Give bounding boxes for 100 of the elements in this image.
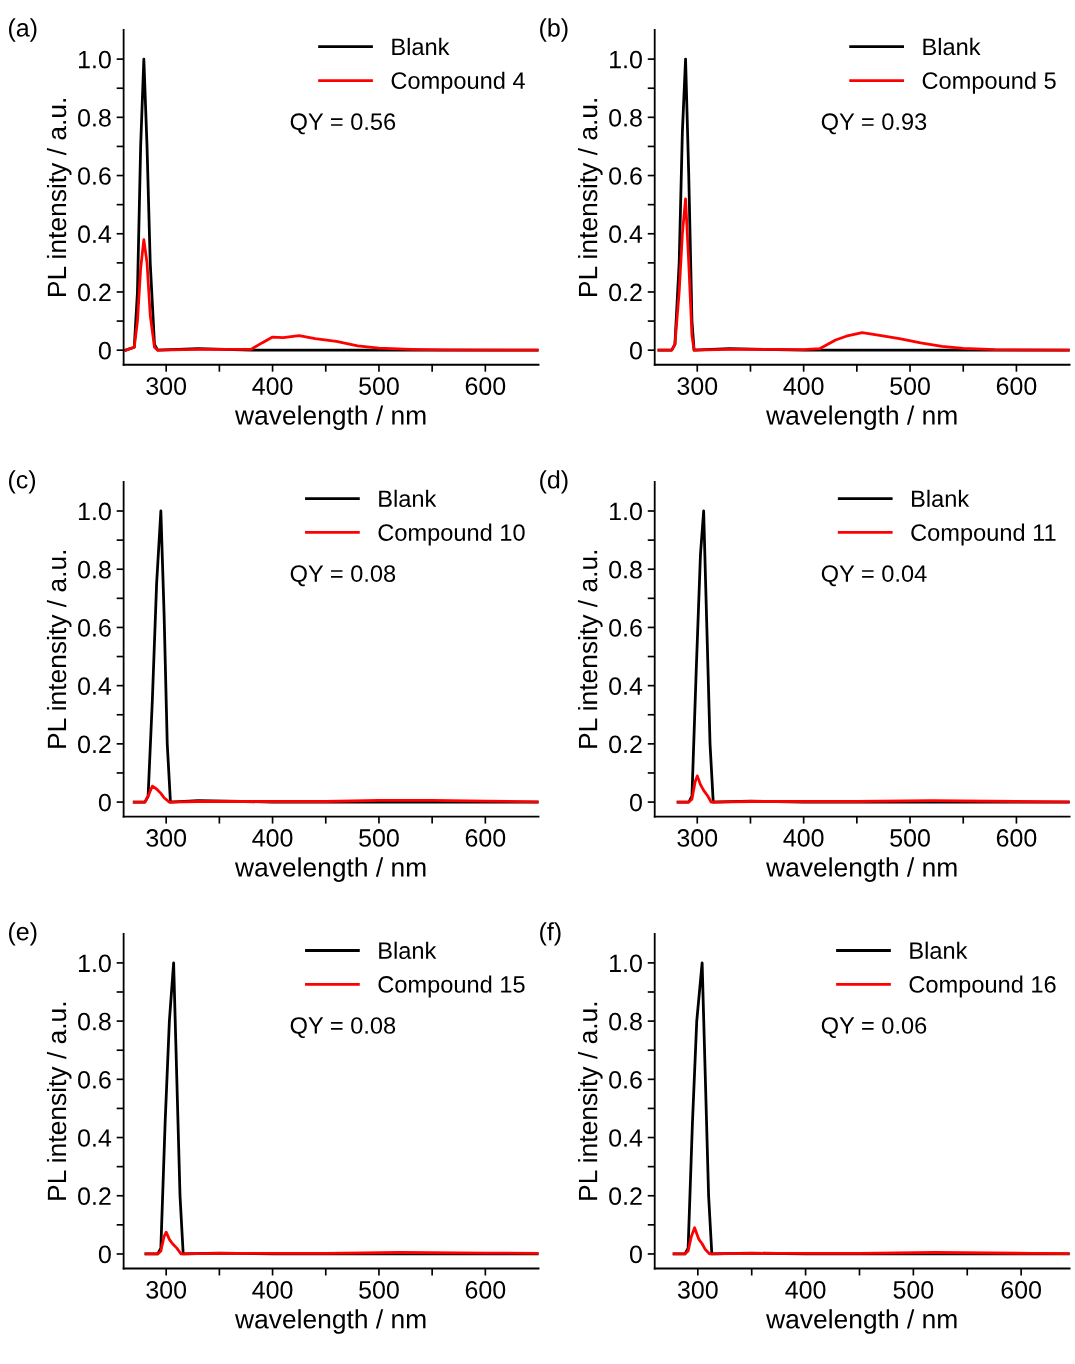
annotation: QY = 0.08 <box>290 565 396 587</box>
annotation: QY = 0.08 <box>290 1017 396 1039</box>
y-axis-title: PL intensity / a.u. <box>46 99 72 296</box>
chart-title: (e) <box>9 922 37 946</box>
y-tick-label: 1.0 <box>78 50 111 69</box>
y-tick-label: 0.2 <box>78 283 111 302</box>
legend-label: Compound 4 <box>391 71 525 94</box>
y-tick-label: 0.4 <box>78 225 112 244</box>
y-tick-label: 0.6 <box>78 167 111 185</box>
x-tick-label: 300 <box>146 377 187 395</box>
x-tick-label: 400 <box>252 377 293 395</box>
y-tick-label: 1.0 <box>78 502 111 521</box>
y-axis-title: PL intensity / a.u. <box>578 550 603 748</box>
x-tick-label: 500 <box>890 829 930 847</box>
y-tick-label: 0.2 <box>78 1187 111 1206</box>
y-tick-label: 1.0 <box>78 954 111 973</box>
legend-label: Compound 11 <box>911 523 1056 546</box>
y-axis-title: PL intensity / a.u. <box>578 1002 603 1200</box>
x-tick-label: 600 <box>465 377 506 395</box>
line-series <box>672 1226 1070 1256</box>
y-tick-label: 0.8 <box>78 560 111 579</box>
x-axis-title: wavelength / nm <box>234 405 426 431</box>
y-tick-label: 0.8 <box>609 560 642 579</box>
legend-label: Blank <box>923 37 981 56</box>
y-axis-title: PL intensity / a.u. <box>46 550 72 748</box>
x-tick-label: 600 <box>1001 1280 1042 1299</box>
y-tick-label: 0.2 <box>609 735 642 754</box>
y-tick-label: 0 <box>98 793 111 812</box>
line-series <box>676 774 1070 804</box>
line-series <box>657 197 1070 352</box>
x-tick-label: 600 <box>465 829 506 847</box>
x-tick-label: 600 <box>465 1280 506 1299</box>
y-tick-label: 0.8 <box>78 1012 111 1031</box>
x-tick-label: 500 <box>359 829 399 847</box>
y-tick-label: 0.6 <box>609 167 642 185</box>
y-axis-title: PL intensity / a.u. <box>578 99 603 296</box>
legend-label: Blank <box>392 37 450 56</box>
x-tick-label: 300 <box>677 377 718 395</box>
x-tick-label: 400 <box>785 1280 826 1299</box>
legend-label: Compound 16 <box>909 975 1056 998</box>
y-tick-label: 1.0 <box>610 50 642 69</box>
x-axis-title: wavelength / nm <box>234 1309 426 1334</box>
y-tick-label: 0.2 <box>78 735 111 754</box>
annotation: QY = 0.56 <box>290 113 396 135</box>
line-series <box>144 1230 539 1256</box>
chart-title: (f) <box>540 922 561 946</box>
y-axis-title: PL intensity / a.u. <box>46 1002 72 1200</box>
y-tick-label: 0.2 <box>609 283 642 302</box>
legend-label: Blank <box>379 941 437 959</box>
legend-label: Compound 5 <box>922 71 1056 94</box>
y-tick-label: 1.0 <box>610 954 642 973</box>
y-tick-label: 0 <box>629 793 642 812</box>
chart-title: (b) <box>540 18 568 42</box>
legend-label: Blank <box>910 941 968 959</box>
x-tick-label: 500 <box>359 1280 399 1299</box>
x-tick-label: 300 <box>146 829 187 847</box>
y-tick-label: 0.4 <box>78 677 112 695</box>
y-tick-label: 0 <box>98 1245 111 1264</box>
x-tick-label: 600 <box>996 829 1037 847</box>
x-tick-label: 500 <box>893 1280 934 1299</box>
x-axis-title: wavelength / nm <box>766 1309 957 1334</box>
y-tick-label: 0.8 <box>609 1012 642 1031</box>
y-tick-label: 0.6 <box>609 1070 642 1089</box>
chart-title: (c) <box>9 470 36 494</box>
y-tick-label: 0.4 <box>609 677 643 695</box>
y-tick-label: 0.4 <box>609 225 643 244</box>
chart-title: (d) <box>540 470 568 494</box>
x-tick-label: 300 <box>677 829 718 847</box>
annotation: QY = 0.06 <box>821 1017 927 1039</box>
chart-title: (a) <box>9 18 37 42</box>
x-tick-label: 300 <box>146 1280 187 1299</box>
x-tick-label: 500 <box>359 377 399 395</box>
legend-label: Compound 10 <box>378 523 525 546</box>
y-tick-label: 0.6 <box>78 1070 111 1089</box>
y-tick-label: 0.6 <box>609 619 642 637</box>
x-tick-label: 400 <box>252 829 293 847</box>
x-tick-label: 400 <box>252 1280 293 1299</box>
line-series <box>124 238 539 352</box>
x-axis-title: wavelength / nm <box>234 857 426 882</box>
annotation: QY = 0.04 <box>821 565 927 587</box>
x-axis-title: wavelength / nm <box>766 857 957 882</box>
y-tick-label: 0 <box>629 1245 642 1264</box>
y-tick-label: 0.8 <box>78 108 111 127</box>
y-tick-label: 0.6 <box>78 619 111 637</box>
x-tick-label: 600 <box>996 377 1037 395</box>
legend-label: Blank <box>379 489 437 508</box>
y-tick-label: 1.0 <box>610 502 642 521</box>
y-tick-label: 0 <box>629 341 642 360</box>
y-tick-label: 0 <box>98 341 111 360</box>
x-tick-label: 400 <box>783 377 824 395</box>
y-tick-label: 0.2 <box>609 1187 642 1206</box>
annotation: QY = 0.93 <box>821 113 927 135</box>
y-tick-label: 0.8 <box>609 108 642 127</box>
y-tick-label: 0.4 <box>609 1129 643 1147</box>
line-series <box>132 784 539 804</box>
legend-label: Compound 15 <box>378 975 525 998</box>
legend-label: Blank <box>912 489 970 508</box>
x-tick-label: 500 <box>890 377 930 395</box>
x-axis-title: wavelength / nm <box>766 405 957 431</box>
x-tick-label: 400 <box>783 829 824 847</box>
